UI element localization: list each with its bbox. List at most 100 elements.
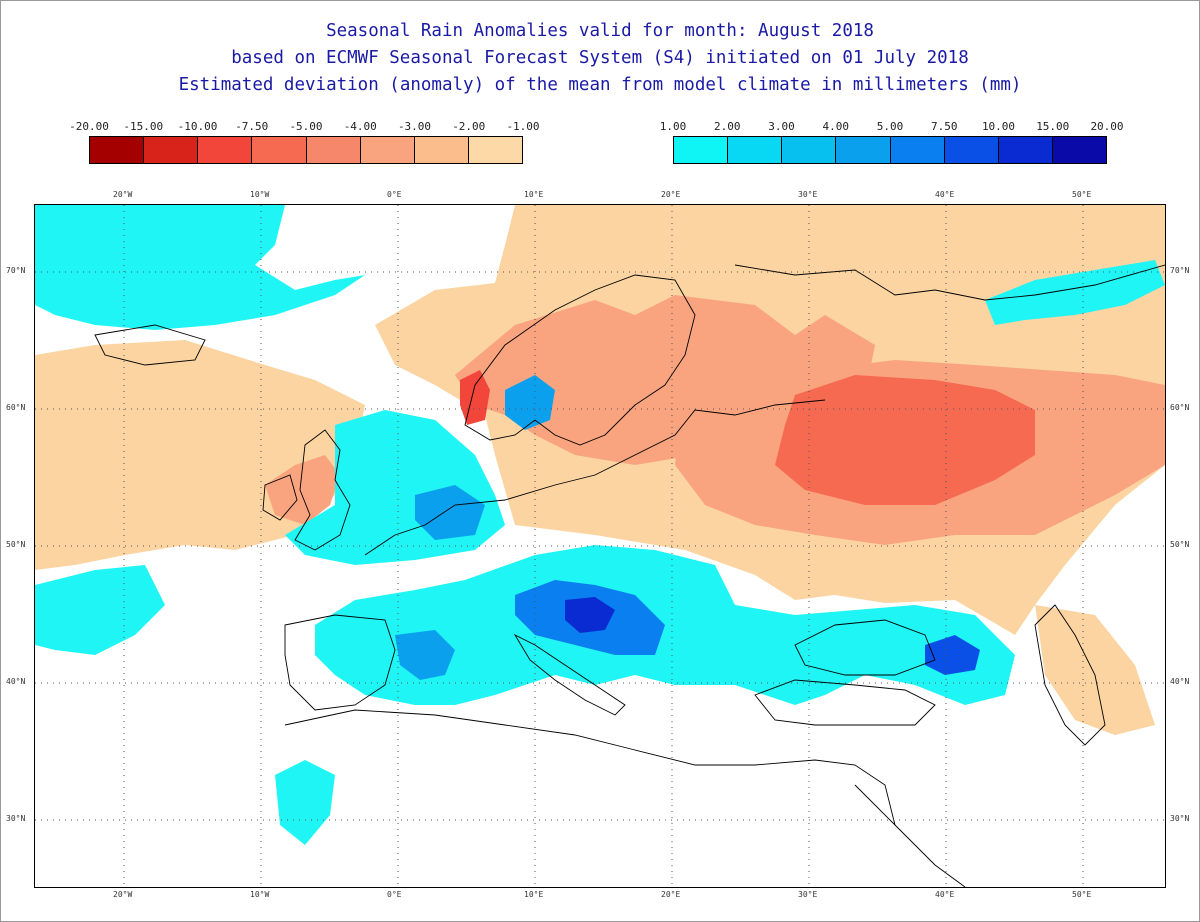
- legend-negative-label: -2.00: [452, 120, 486, 133]
- legend-positive-label: 1.00: [659, 120, 687, 133]
- wet-area-scandinavia-south: [505, 375, 555, 430]
- map-panel: [34, 204, 1166, 888]
- wet-area-alps-peak: [565, 597, 615, 633]
- legend-positive-label: 7.50: [931, 120, 958, 133]
- dry-anomaly-areas: [35, 205, 1165, 735]
- legend-negative-label: -5.00: [289, 120, 323, 133]
- legend-negative-labels: -20.00 -15.00 -10.00 -7.50 -5.00 -4.00 -3.00 -2…: [69, 120, 539, 134]
- longitude-label: 50°E: [1072, 190, 1092, 199]
- coast-red-sea: [854, 784, 966, 887]
- latitude-label: 30°N: [1170, 814, 1190, 823]
- longitude-label: 0°E: [387, 190, 402, 199]
- title-line-3: Estimated deviation (anomaly) of the mea…: [178, 75, 1022, 95]
- legend-positive-swatch: [998, 137, 1053, 163]
- legend-positive-swatch: [944, 137, 999, 163]
- dry-area-uk: [265, 455, 340, 525]
- coast-arctic-russia: [734, 264, 1165, 301]
- wet-area-iberia: [395, 630, 455, 680]
- legend-negative-swatch: [252, 137, 307, 163]
- legend-negative: -20.00 -15.00 -10.00 -7.50 -5.00 -4.00 -3.00 -2…: [69, 120, 540, 164]
- coast-black-sea: [794, 619, 936, 676]
- wet-area-africa: [275, 760, 335, 845]
- legend-positive-swatch: [782, 137, 837, 163]
- wet-area-caucasus: [925, 635, 980, 675]
- legend-positive-label: 10.00: [981, 120, 1016, 133]
- longitude-label: 20°E: [661, 890, 681, 899]
- legend-positive-labels: 1.00 2.00 3.00 4.00 5.00 7.50 10.00 15.00 20.00: [660, 120, 1124, 134]
- legend-positive-swatch: [728, 137, 783, 163]
- coast-caspian: [1034, 604, 1106, 746]
- coast-turkey: [754, 679, 936, 726]
- legend-positive-label: 5.00: [876, 120, 904, 133]
- legend-negative-swatches: [89, 136, 523, 164]
- latitude-label: 50°N: [1170, 540, 1190, 549]
- latitude-label: 40°N: [6, 677, 26, 686]
- wet-area-atlantic-north: [35, 205, 365, 330]
- longitude-label: 0°E: [387, 890, 402, 899]
- latitude-label: 60°N: [1170, 403, 1190, 412]
- longitude-label: 40°E: [935, 190, 955, 199]
- title-line-2: based on ECMWF Seasonal Forecast System …: [231, 48, 969, 68]
- legend-negative-swatch: [306, 137, 361, 163]
- latitude-label: 60°N: [6, 403, 26, 412]
- coast-iberia: [284, 614, 396, 711]
- longitude-label: 40°E: [935, 890, 955, 899]
- longitude-label: 10°E: [524, 890, 544, 899]
- legend-positive-label: 20.00: [1090, 120, 1124, 133]
- dry-area-caspian: [1035, 605, 1155, 735]
- longitude-label: 10°E: [524, 190, 544, 199]
- latitude-label: 50°N: [6, 540, 26, 549]
- legend-positive-label: 4.00: [822, 120, 850, 133]
- legend-negative-swatch: [468, 137, 522, 163]
- latitude-label: 70°N: [1170, 266, 1190, 275]
- legend-negative-label: -1.00: [506, 120, 540, 133]
- legend-positive-swatch: [1052, 137, 1106, 163]
- legend-negative-label: -3.00: [397, 120, 432, 133]
- dry-area-norway-coast: [460, 370, 490, 425]
- coast-italy: [513, 633, 626, 716]
- dry-area-russia-core: [775, 375, 1035, 505]
- latitude-label: 40°N: [1170, 677, 1190, 686]
- legend-positive-label: 2.00: [714, 120, 741, 133]
- latitude-label: 70°N: [6, 266, 26, 275]
- latitude-label: 30°N: [6, 814, 26, 823]
- coast-greenland-iceland: [94, 324, 206, 366]
- longitude-label: 20°W: [113, 190, 133, 199]
- longitude-label: 10°W: [250, 190, 270, 199]
- legend-positive-swatch: [674, 137, 729, 163]
- legend-positive-label: 15.00: [1036, 120, 1070, 133]
- legend-positive-swatch: [890, 137, 945, 163]
- longitude-label: 20°E: [661, 190, 681, 199]
- longitude-label: 30°E: [798, 190, 818, 199]
- legend-positive-swatch: [836, 137, 891, 163]
- legend-positive-swatches: [673, 136, 1107, 164]
- anomaly-map: [35, 205, 1165, 887]
- legend-negative-swatch: [144, 137, 199, 163]
- coast-europe-north: [364, 399, 826, 556]
- longitude-label: 20°W: [113, 890, 133, 899]
- legend-negative-swatch: [360, 137, 415, 163]
- legend-negative-label: -10.00: [177, 120, 218, 133]
- legend-negative-label: -4.00: [343, 120, 377, 133]
- wet-area-uk-channel: [415, 485, 485, 540]
- legend-negative-label: -20.00: [69, 120, 109, 133]
- wet-anomaly-areas: [35, 205, 1165, 845]
- coast-scandinavia: [464, 274, 696, 446]
- graticule: [35, 205, 1165, 887]
- legend-negative-swatch: [198, 137, 253, 163]
- coast-uk: [294, 429, 351, 551]
- longitude-label: 30°E: [798, 890, 818, 899]
- coast-north-africa: [284, 709, 896, 826]
- longitude-label: 50°E: [1072, 890, 1092, 899]
- legend-negative-swatch: [414, 137, 469, 163]
- longitude-label: 10°W: [250, 890, 270, 899]
- title-line-1: Seasonal Rain Anomalies valid for month:…: [326, 21, 874, 41]
- title-block: Seasonal Rain Anomalies valid for month:…: [0, 18, 1200, 99]
- coast-ireland: [262, 474, 298, 521]
- wet-area-northeast: [985, 260, 1165, 325]
- legend-negative-label: -15.00: [123, 120, 164, 133]
- wet-area-atlantic-west: [35, 565, 165, 655]
- legend-negative-swatch: [90, 137, 145, 163]
- legend-negative-label: -7.50: [235, 120, 269, 133]
- legend-positive-label: 3.00: [768, 120, 795, 133]
